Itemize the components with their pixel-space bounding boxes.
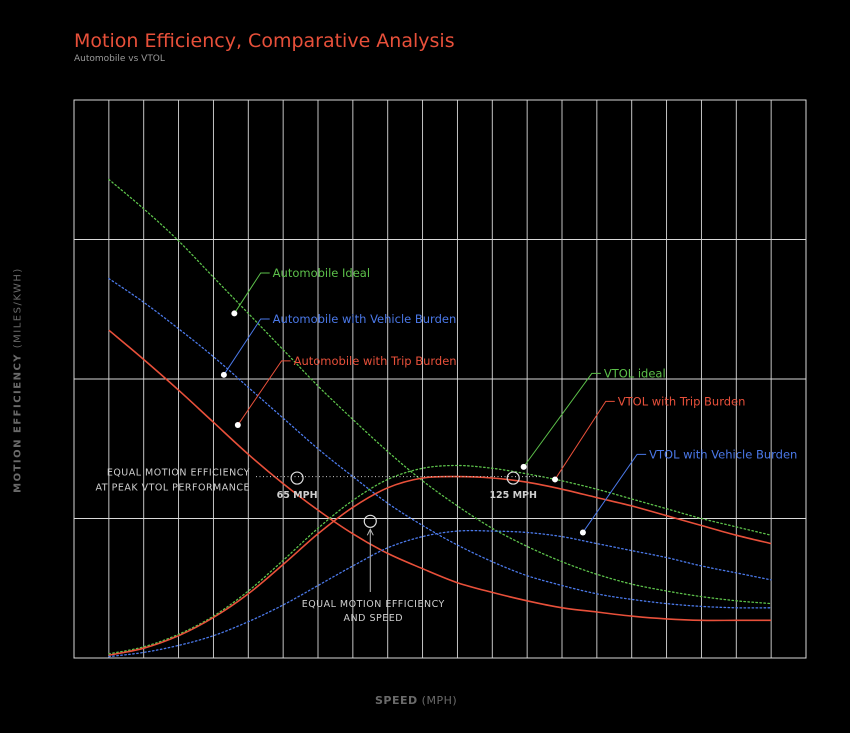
- callout-label: Automobile Ideal: [273, 266, 370, 280]
- equal-efficiency-marker: [363, 514, 377, 528]
- callout-leader: [523, 372, 601, 468]
- speed-marker: [506, 471, 520, 485]
- callout-leader: [554, 400, 615, 480]
- series-line-automobile-with-vehicle-burden: [108, 277, 772, 609]
- speed-marker-label: 125 MPH: [489, 490, 537, 501]
- callout-leader: [582, 453, 647, 533]
- callout-label: Automobile with Trip Burden: [294, 354, 457, 368]
- series-line-automobile-with-trip-burden: [108, 329, 772, 622]
- equal-efficiency-label-line-1: EQUAL MOTION EFFICIENCY: [302, 599, 445, 610]
- equal-efficiency-label-line-2: AND SPEED: [344, 613, 404, 624]
- y-axis-label: MOTION EFFICIENCY (MILES/KWH): [12, 267, 24, 493]
- chart-title: Motion Efficiency, Comparative Analysis: [74, 30, 455, 52]
- speed-marker-label: 65 MPH: [277, 490, 318, 501]
- callout-leader: [223, 318, 270, 376]
- callout-label: VTOL with Trip Burden: [618, 394, 746, 408]
- series-line-automobile-ideal: [108, 178, 772, 605]
- callout-leader: [237, 360, 291, 426]
- callout-dot: [520, 463, 527, 470]
- callout-label: VTOL with Vehicle Burden: [649, 447, 797, 461]
- x-axis-label: SPEED (MPH): [375, 694, 458, 707]
- grid: [73, 99, 807, 659]
- series-lines: [108, 178, 772, 658]
- callout-label: VTOL ideal: [604, 366, 666, 380]
- callout-dot: [231, 310, 238, 317]
- speed-marker: [290, 471, 304, 485]
- callout-label: Automobile with Vehicle Burden: [273, 312, 457, 326]
- callout-leader: [233, 272, 270, 314]
- peak-label-line-2: AT PEAK VTOL PERFORMANCE: [96, 483, 250, 494]
- series-line-vtol-ideal: [108, 464, 772, 655]
- annotations: EQUAL MOTION EFFICIENCY AT PEAK VTOL PERF…: [96, 266, 798, 624]
- series-line-vtol-with-vehicle-burden: [108, 529, 772, 658]
- chart-subtitle: Automobile vs VTOL: [74, 54, 165, 64]
- callout-dot: [579, 529, 586, 536]
- series-line-vtol-with-trip-burden: [108, 475, 772, 656]
- callout-dot: [220, 371, 227, 378]
- callout-dot: [234, 422, 241, 429]
- callout-dot: [552, 476, 559, 483]
- peak-label-line-1: EQUAL MOTION EFFICIENCY: [107, 468, 250, 479]
- equal-efficiency-arrowhead: [366, 528, 374, 536]
